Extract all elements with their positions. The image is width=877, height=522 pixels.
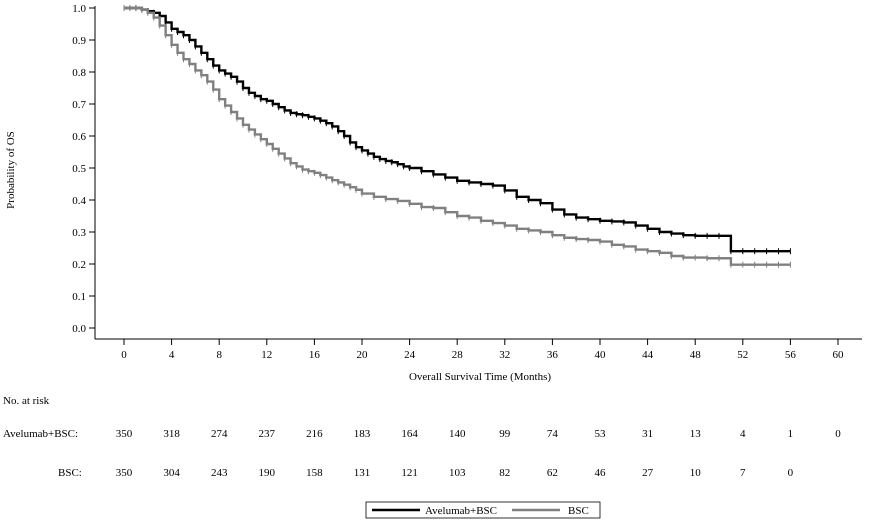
y-tick-label: 0.3	[72, 227, 86, 239]
legend-label-avelumab: Avelumab+BSC	[425, 505, 497, 517]
at-risk-value: 140	[449, 428, 466, 440]
at-risk-value: 190	[259, 467, 276, 479]
x-tick-label: 32	[499, 349, 510, 361]
at-risk-value: 274	[211, 428, 228, 440]
at-risk-value: 350	[116, 467, 133, 479]
y-tick-label: 0.5	[72, 163, 86, 175]
at-risk-value: 216	[306, 428, 323, 440]
at-risk-value: 0	[788, 467, 794, 479]
x-ticks: 0 4 8 12 16 20 24 28 32 36 40 44 48 52 56 60	[121, 339, 844, 361]
at-risk-value: 31	[642, 428, 653, 440]
at-risk-row-label: BSC:	[58, 467, 82, 479]
y-tick-label: 0.1	[72, 291, 86, 303]
axes	[94, 6, 862, 340]
y-tick-label: 0.9	[72, 35, 86, 47]
x-tick-label: 24	[404, 349, 416, 361]
x-tick-label: 16	[309, 349, 321, 361]
at-risk-value: 131	[354, 467, 371, 479]
at-risk-value: 46	[595, 467, 607, 479]
x-tick-label: 20	[357, 349, 369, 361]
x-tick-label: 8	[216, 349, 222, 361]
at-risk-value: 304	[163, 467, 180, 479]
legend-box	[365, 501, 601, 519]
at-risk-value: 237	[259, 428, 276, 440]
x-tick-label: 56	[785, 349, 797, 361]
x-tick-label: 12	[261, 349, 272, 361]
at-risk-value: 13	[690, 428, 702, 440]
x-tick-label: 4	[169, 349, 175, 361]
y-tick-label: 0.7	[72, 99, 86, 111]
series-line-bsc	[124, 6, 791, 266]
x-tick-label: 40	[595, 349, 607, 361]
at-risk-value: 99	[499, 428, 511, 440]
at-risk-value: 82	[499, 467, 510, 479]
at-risk-value: 7	[740, 467, 746, 479]
at-risk-row-label: Avelumab+BSC:	[3, 428, 78, 440]
at-risk-value: 183	[354, 428, 371, 440]
y-tick-label: 1.0	[72, 3, 86, 15]
at-risk-value: 4	[740, 428, 746, 440]
at-risk-value: 121	[401, 467, 418, 479]
y-axis-title: Probability of OS	[5, 131, 17, 209]
legend-label-bsc: BSC	[568, 505, 589, 517]
at-risk-value: 27	[642, 467, 654, 479]
y-tick-label: 0.8	[72, 67, 86, 79]
at-risk-value: 243	[211, 467, 228, 479]
y-ticks: 0.0 0.1 0.2 0.3 0.4 0.5 0.6 0.7 0.8 0.9 1.0	[72, 3, 95, 335]
at-risk-value: 164	[401, 428, 418, 440]
x-tick-label: 52	[737, 349, 748, 361]
x-tick-label: 60	[833, 349, 845, 361]
censor-marks	[123, 5, 791, 268]
at-risk-value: 103	[449, 467, 466, 479]
y-tick-label: 0.6	[72, 131, 86, 143]
at-risk-value: 158	[306, 467, 323, 479]
at-risk-value: 10	[690, 467, 702, 479]
x-tick-label: 44	[642, 349, 654, 361]
legend: Avelumab+BSC BSC	[365, 501, 601, 519]
at-risk-value: 318	[163, 428, 180, 440]
at-risk-value: 62	[547, 467, 558, 479]
at-risk-value: 0	[835, 428, 841, 440]
at-risk-value: 350	[116, 428, 133, 440]
x-tick-label: 48	[690, 349, 702, 361]
at-risk-value: 74	[547, 428, 559, 440]
at-risk-value: 1	[788, 428, 794, 440]
y-tick-label: 0.0	[72, 323, 86, 335]
x-tick-label: 0	[121, 349, 127, 361]
x-axis-title: Overall Survival Time (Months)	[409, 371, 551, 383]
y-tick-label: 0.4	[72, 195, 86, 207]
y-tick-label: 0.2	[72, 259, 86, 271]
x-tick-label: 28	[452, 349, 464, 361]
at-risk-value: 53	[595, 428, 607, 440]
at-risk-table: Avelumab+BSC: 350 318 274 237 216 183 164 140 99 7…	[3, 428, 841, 479]
at-risk-header: No. at risk	[3, 395, 50, 407]
series-group	[123, 5, 791, 268]
x-tick-label: 36	[547, 349, 559, 361]
